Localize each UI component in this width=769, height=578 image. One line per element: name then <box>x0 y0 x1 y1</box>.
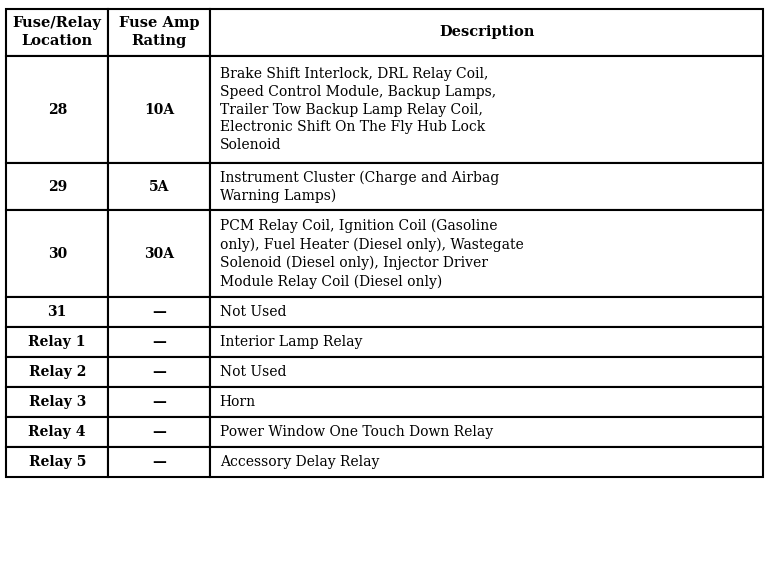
Bar <box>6 163 108 210</box>
Bar <box>211 417 763 447</box>
Text: 31: 31 <box>48 305 67 319</box>
Bar <box>108 387 211 417</box>
Text: Fuse Amp
Rating: Fuse Amp Rating <box>119 16 200 49</box>
Bar <box>211 163 763 210</box>
Bar <box>211 447 763 477</box>
Text: Not Used: Not Used <box>220 365 286 379</box>
Bar <box>211 210 763 297</box>
Text: Instrument Cluster (Charge and Airbag
Warning Lamps): Instrument Cluster (Charge and Airbag Wa… <box>220 171 499 203</box>
Bar <box>108 417 211 447</box>
Text: Relay 2: Relay 2 <box>28 365 86 379</box>
Text: —: — <box>152 305 166 319</box>
Bar <box>6 327 108 357</box>
Bar <box>211 56 763 163</box>
Bar <box>211 297 763 327</box>
Bar <box>211 387 763 417</box>
Text: 28: 28 <box>48 102 67 117</box>
Bar <box>211 327 763 357</box>
Bar <box>6 297 108 327</box>
Bar <box>6 56 108 163</box>
Text: —: — <box>152 425 166 439</box>
Bar <box>108 210 211 297</box>
Bar <box>108 163 211 210</box>
Bar <box>108 447 211 477</box>
Bar <box>6 357 108 387</box>
Text: —: — <box>152 455 166 469</box>
Text: Relay 5: Relay 5 <box>28 455 86 469</box>
Bar <box>211 9 763 56</box>
Text: Brake Shift Interlock, DRL Relay Coil,
Speed Control Module, Backup Lamps,
Trail: Brake Shift Interlock, DRL Relay Coil, S… <box>220 67 496 152</box>
Text: Description: Description <box>439 25 534 39</box>
Text: Interior Lamp Relay: Interior Lamp Relay <box>220 335 362 349</box>
Text: 30: 30 <box>48 247 67 261</box>
Text: Relay 4: Relay 4 <box>28 425 86 439</box>
Bar <box>6 387 108 417</box>
Bar <box>211 357 763 387</box>
Text: 5A: 5A <box>149 180 170 194</box>
Text: Power Window One Touch Down Relay: Power Window One Touch Down Relay <box>220 425 493 439</box>
Bar <box>6 447 108 477</box>
Text: PCM Relay Coil, Ignition Coil (Gasoline
only), Fuel Heater (Diesel only), Wasteg: PCM Relay Coil, Ignition Coil (Gasoline … <box>220 219 524 288</box>
Text: 29: 29 <box>48 180 67 194</box>
Bar <box>6 9 108 56</box>
Text: Horn: Horn <box>220 395 256 409</box>
Text: Relay 3: Relay 3 <box>28 395 86 409</box>
Text: Relay 1: Relay 1 <box>28 335 86 349</box>
Bar <box>108 327 211 357</box>
Bar <box>108 357 211 387</box>
Bar <box>108 56 211 163</box>
Text: —: — <box>152 395 166 409</box>
Text: 10A: 10A <box>145 102 175 117</box>
Bar <box>108 297 211 327</box>
Text: —: — <box>152 365 166 379</box>
Bar <box>108 9 211 56</box>
Bar <box>6 210 108 297</box>
Text: Accessory Delay Relay: Accessory Delay Relay <box>220 455 379 469</box>
Text: —: — <box>152 335 166 349</box>
Text: Fuse/Relay
Location: Fuse/Relay Location <box>13 16 102 49</box>
Text: Not Used: Not Used <box>220 305 286 319</box>
Bar <box>6 417 108 447</box>
Text: 30A: 30A <box>145 247 175 261</box>
